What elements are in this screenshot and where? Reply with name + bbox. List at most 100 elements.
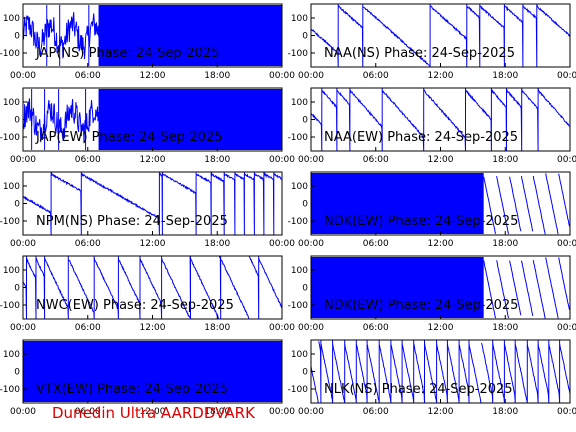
x-tick-label: 18:00 <box>204 323 230 333</box>
phase-trace-line <box>22 98 99 144</box>
x-tick-label: 06:00 <box>363 71 389 81</box>
phase-trace <box>22 5 283 66</box>
y-tick-label: -100 <box>288 385 309 395</box>
y-tick-label: 100 <box>291 350 308 360</box>
x-tick-label: 06:00 <box>75 71 101 81</box>
chart-panel-10: 00:00 06:00 12:00 18:00 00:00 100 0 -100 NLK(NS)… <box>288 339 576 417</box>
x-tick-label: 00:00 <box>10 239 36 249</box>
y-tick-label: 100 <box>291 182 308 192</box>
y-tick-label: 0 <box>302 116 308 126</box>
panel-title: NPM(NS) Phase: 24-Sep-2025 <box>36 214 228 229</box>
chart-panel-1: 00:00 06:00 12:00 18:00 00:00 100 0 -100 JAP(NS)… <box>0 3 295 81</box>
panel-title: JAP(EW) Phase: 24-Sep-2025 <box>35 130 223 145</box>
phase-trace <box>310 340 571 404</box>
x-tick-label: 00:00 <box>298 239 324 249</box>
chart-panel-7: 00:00 06:00 12:00 18:00 00:00 100 0 -100 NWC(EW)… <box>0 255 295 333</box>
x-tick-label: 00:00 <box>10 407 36 417</box>
phase-trace <box>310 88 571 151</box>
y-tick-label: 0 <box>14 368 20 378</box>
y-tick-label: 0 <box>302 32 308 42</box>
x-tick-label: 18:00 <box>204 155 230 165</box>
x-tick-label: 12:00 <box>140 71 166 81</box>
phase-trace-line <box>310 340 571 404</box>
chart-panel-4: 00:00 06:00 12:00 18:00 00:00 100 0 -100 NAA(EW)… <box>288 87 576 165</box>
y-tick-label: -100 <box>0 385 20 395</box>
x-tick-label: 00:00 <box>10 155 36 165</box>
chart-panel-8: 00:00 06:00 12:00 18:00 00:00 100 0 -100 NDK(EW)… <box>288 255 576 333</box>
x-tick-label: 00:00 <box>298 407 324 417</box>
y-tick-label: 100 <box>3 98 20 108</box>
phase-trace-line <box>310 4 571 67</box>
phase-trace-line <box>22 12 99 60</box>
x-tick-label: 06:00 <box>75 407 101 417</box>
y-tick-label: 0 <box>302 284 308 294</box>
saturated-trace-block <box>98 5 283 66</box>
x-tick-label: 00:00 <box>557 71 576 81</box>
saturated-trace-block <box>98 89 283 150</box>
x-tick-label: 00:00 <box>557 155 576 165</box>
panel-title: NAA(EW) Phase: 24-Sep-2025 <box>324 130 518 145</box>
phase-trace <box>23 341 282 402</box>
x-tick-label: 06:00 <box>363 407 389 417</box>
panel-title: NWC(EW) Phase: 24-Sep-2025 <box>36 298 234 313</box>
y-tick-label: 0 <box>14 116 20 126</box>
x-tick-label: 12:00 <box>428 323 454 333</box>
x-tick-label: 00:00 <box>557 407 576 417</box>
panel-title: NDK(EW) Phase: 24-Sep-2025 <box>324 214 518 229</box>
x-tick-label: 12:00 <box>428 71 454 81</box>
y-tick-label: 100 <box>3 350 20 360</box>
y-tick-label: -100 <box>288 133 309 143</box>
x-tick-label: 00:00 <box>298 71 324 81</box>
x-tick-label: 18:00 <box>492 323 518 333</box>
y-tick-label: -100 <box>288 49 309 59</box>
y-tick-label: 0 <box>14 32 20 42</box>
phase-trace-line <box>483 173 570 235</box>
x-tick-label: 06:00 <box>75 155 101 165</box>
x-tick-label: 00:00 <box>269 239 295 249</box>
x-tick-label: 12:00 <box>140 407 166 417</box>
x-tick-label: 06:00 <box>363 155 389 165</box>
panel-title: NLK(NS) Phase: 24-Sep-2025 <box>324 382 513 397</box>
chart-panel-9: 00:00 06:00 12:00 18:00 00:00 100 0 -100 VTX(EW)… <box>0 339 295 417</box>
x-tick-label: 18:00 <box>492 239 518 249</box>
phase-trace <box>311 173 570 235</box>
x-tick-label: 00:00 <box>10 323 36 333</box>
y-tick-label: -100 <box>0 301 20 311</box>
phase-trace <box>311 257 570 319</box>
x-tick-label: 06:00 <box>363 323 389 333</box>
x-tick-label: 06:00 <box>75 239 101 249</box>
x-tick-label: 18:00 <box>204 407 230 417</box>
x-tick-label: 12:00 <box>428 239 454 249</box>
y-tick-label: 0 <box>302 368 308 378</box>
x-tick-label: 12:00 <box>428 155 454 165</box>
x-tick-label: 00:00 <box>10 71 36 81</box>
y-tick-label: 100 <box>291 98 308 108</box>
phase-trace <box>22 255 283 319</box>
y-tick-label: 100 <box>3 182 20 192</box>
phase-trace-line <box>22 255 283 319</box>
panel-title: JAP(NS) Phase: 24-Sep-2025 <box>35 46 219 61</box>
y-tick-label: -100 <box>0 49 20 59</box>
y-tick-label: -100 <box>288 217 309 227</box>
x-tick-label: 00:00 <box>557 239 576 249</box>
chart-panel-5: 00:00 06:00 12:00 18:00 00:00 100 0 -100 NPM(NS)… <box>0 171 295 249</box>
y-tick-label: -100 <box>288 301 309 311</box>
x-tick-label: 00:00 <box>298 155 324 165</box>
panel-title: NAA(NS) Phase: 24-Sep-2025 <box>324 46 515 61</box>
x-tick-label: 18:00 <box>204 239 230 249</box>
x-tick-label: 00:00 <box>269 323 295 333</box>
y-tick-label: 100 <box>291 266 308 276</box>
x-tick-label: 18:00 <box>204 71 230 81</box>
phase-trace-line <box>310 88 571 151</box>
footer-caption: Dunedin Ultra AARDDVARK <box>52 404 255 422</box>
phase-trace-line <box>22 172 283 235</box>
phase-trace <box>310 4 571 67</box>
x-tick-label: 12:00 <box>140 155 166 165</box>
chart-panel-6: 00:00 06:00 12:00 18:00 00:00 100 0 -100 NDK(EW)… <box>288 171 576 249</box>
panel-title: NDK(EW) Phase: 24-Sep-2025 <box>324 298 518 313</box>
y-tick-label: -100 <box>0 217 20 227</box>
y-tick-label: 100 <box>3 14 20 24</box>
chart-panel-3: 00:00 06:00 12:00 18:00 00:00 100 0 -100 JAP(EW)… <box>0 87 295 165</box>
saturated-trace-block <box>311 173 484 234</box>
